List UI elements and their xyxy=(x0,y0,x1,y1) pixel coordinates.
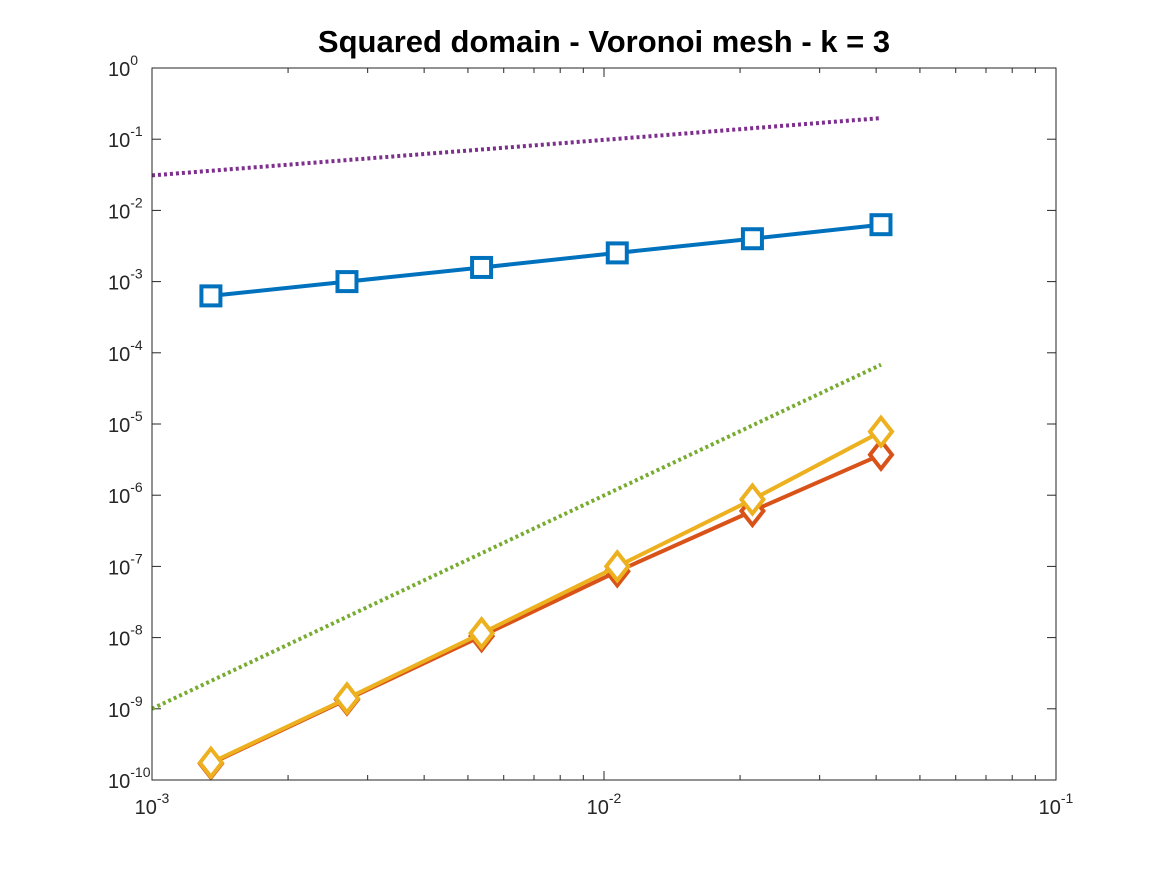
y-tick-label-base: 10 xyxy=(108,486,130,508)
y-tick-label-exponent: -1 xyxy=(130,123,143,139)
y-tick-label-exponent: -9 xyxy=(130,693,143,709)
series-3-marker xyxy=(867,414,895,449)
series-3-marker xyxy=(468,616,496,651)
series-1-marker xyxy=(740,227,764,251)
y-tick-label-exponent: -5 xyxy=(130,408,143,424)
series-4-line xyxy=(151,116,882,178)
y-tick-label-base: 10 xyxy=(108,557,130,579)
x-tick-label-exponent: -2 xyxy=(609,790,622,806)
series-3-marker xyxy=(738,482,766,517)
y-tick-label: 10-3 xyxy=(108,266,143,295)
chart-title: Squared domain - Voronoi mesh - k = 3 xyxy=(318,24,890,59)
series-3-line xyxy=(210,429,882,765)
y-tick-label: 10-2 xyxy=(108,194,143,223)
series-1-line xyxy=(210,222,882,298)
series-1-marker xyxy=(199,284,223,308)
tick-labels: 10-3 10-2 10-110010-110-210-310-410-510-61… xyxy=(108,52,1074,819)
series-1-marker xyxy=(605,241,629,265)
y-tick-label: 10-7 xyxy=(108,550,143,579)
x-tick-label: 10-1 xyxy=(1039,790,1074,819)
x-tick-label-base: 10 xyxy=(135,797,157,819)
y-tick-label-base: 10 xyxy=(108,629,130,651)
y-tick-label-base: 10 xyxy=(108,344,130,366)
y-tick-label: 10-5 xyxy=(108,408,143,437)
y-tick-label-base: 10 xyxy=(108,700,130,722)
y-tick-label-base: 10 xyxy=(108,59,130,81)
tick-marks xyxy=(151,67,1057,781)
series-1-marker xyxy=(335,270,359,294)
x-tick-label-exponent: -3 xyxy=(157,790,170,806)
series-1-marker xyxy=(869,213,893,237)
y-tick-label-exponent: -3 xyxy=(130,266,143,282)
series-layer xyxy=(151,116,895,781)
series-3-marker xyxy=(603,549,631,584)
y-tick-label-exponent: -8 xyxy=(130,622,143,638)
x-tick-label-exponent: -1 xyxy=(1061,790,1074,806)
x-tick-label-base: 10 xyxy=(587,797,609,819)
x-tick-label-base: 10 xyxy=(1039,797,1061,819)
y-tick-label: 10-1 xyxy=(108,123,143,152)
axes-box xyxy=(151,67,1057,781)
y-tick-label: 100 xyxy=(108,52,138,81)
y-tick-label-exponent: -2 xyxy=(130,194,143,210)
y-tick-label-exponent: -7 xyxy=(130,550,143,566)
y-tick-label-base: 10 xyxy=(108,415,130,437)
y-tick-label-exponent: -4 xyxy=(130,337,143,353)
x-tick-label: 10-3 xyxy=(135,790,170,819)
y-tick-label-exponent: -6 xyxy=(130,479,143,495)
series-3-marker xyxy=(333,681,361,716)
series-3-marker xyxy=(197,745,225,780)
y-tick-label-exponent: -10 xyxy=(130,764,150,780)
y-tick-label: 10-8 xyxy=(108,622,143,651)
y-tick-label-exponent: 0 xyxy=(130,52,138,68)
y-tick-label-base: 10 xyxy=(108,273,130,295)
y-tick-label-base: 10 xyxy=(108,201,130,223)
y-tick-label: 10-4 xyxy=(108,337,143,366)
y-tick-label: 10-6 xyxy=(108,479,143,508)
series-5-line xyxy=(151,362,882,711)
x-tick-label: 10-2 xyxy=(587,790,622,819)
y-tick-label-base: 10 xyxy=(108,771,130,793)
y-tick-label-base: 10 xyxy=(108,130,130,152)
series-2-marker xyxy=(867,437,895,472)
series-1-marker xyxy=(470,255,494,279)
y-tick-label: 10-9 xyxy=(108,693,143,722)
y-tick-label: 10-10 xyxy=(108,764,151,793)
